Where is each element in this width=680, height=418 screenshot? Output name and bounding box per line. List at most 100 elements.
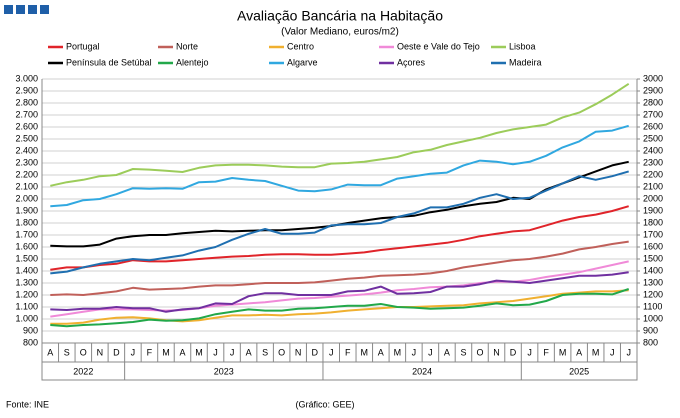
y2-tick-label: 2100 xyxy=(643,181,663,191)
y-tick-label: 1.100 xyxy=(15,301,38,311)
series-line xyxy=(50,124,629,208)
series-line xyxy=(50,205,629,271)
legend-label: Portugal xyxy=(66,41,100,51)
x-tick-label: J xyxy=(626,347,631,357)
y2-tick-label: 900 xyxy=(643,325,658,335)
credit: (Gráfico: GEE) xyxy=(295,399,354,409)
y2-tick-label: 2000 xyxy=(643,193,663,203)
x-tick-label: A xyxy=(378,347,384,357)
x-tick-label: M xyxy=(559,347,567,357)
y-tick-label: 1.700 xyxy=(15,229,38,239)
x-tick-label: A xyxy=(47,347,53,357)
y2-tick-label: 2500 xyxy=(643,133,663,143)
y-tick-label: 1.000 xyxy=(15,313,38,323)
x-tick-label: D xyxy=(311,347,318,357)
y-tick-label: 2.900 xyxy=(15,85,38,95)
y-tick-label: 3.000 xyxy=(15,73,38,83)
y-tick-label: 1.600 xyxy=(15,241,38,251)
series-line xyxy=(50,271,629,313)
y-tick-label: 2.000 xyxy=(15,193,38,203)
y-tick-label: 2.100 xyxy=(15,181,38,191)
x-tick-label: J xyxy=(428,347,433,357)
y2-tick-label: 2800 xyxy=(643,97,663,107)
x-tick-label: N xyxy=(493,347,500,357)
x-tick-label: M xyxy=(195,347,203,357)
y2-tick-label: 2400 xyxy=(643,145,663,155)
y-tick-label: 1.200 xyxy=(15,289,38,299)
x-tick-label: J xyxy=(230,347,235,357)
legend-label: Algarve xyxy=(287,57,318,67)
x-tick-label: J xyxy=(610,347,615,357)
y-tick-label: 1.800 xyxy=(15,217,38,227)
x-tick-label: J xyxy=(412,347,417,357)
x-tick-label: A xyxy=(576,347,582,357)
legend-label: Oeste e Vale do Tejo xyxy=(397,41,480,51)
x-tick-label: D xyxy=(113,347,120,357)
x-tick-label: J xyxy=(213,347,218,357)
y-tick-label: 2.600 xyxy=(15,121,38,131)
legend-label: Lisboa xyxy=(509,41,536,51)
y-tick-label: 2.300 xyxy=(15,157,38,167)
x-tick-label: S xyxy=(262,347,268,357)
series-line xyxy=(50,260,629,318)
x-tick-label: O xyxy=(476,347,483,357)
y2-tick-label: 1900 xyxy=(643,205,663,215)
x-tick-label: F xyxy=(147,347,153,357)
x-tick-label: M xyxy=(162,347,170,357)
y2-tick-label: 1800 xyxy=(643,217,663,227)
y-tick-label: 800 xyxy=(23,337,38,347)
x-tick-label: J xyxy=(131,347,136,357)
year-label: 2022 xyxy=(73,366,93,376)
y2-tick-label: 2600 xyxy=(643,121,663,131)
y-tick-label: 1.900 xyxy=(15,205,38,215)
series-line xyxy=(50,289,629,325)
y-tick-label: 1.300 xyxy=(15,277,38,287)
y-tick-label: 2.400 xyxy=(15,145,38,155)
y2-tick-label: 1300 xyxy=(643,277,663,287)
x-tick-label: S xyxy=(64,347,70,357)
x-tick-label: O xyxy=(278,347,285,357)
legend-label: Península de Setúbal xyxy=(66,57,152,67)
x-tick-label: F xyxy=(543,347,549,357)
y2-tick-label: 2200 xyxy=(643,169,663,179)
year-label: 2023 xyxy=(214,366,234,376)
legend-label: Centro xyxy=(287,41,314,51)
y2-tick-label: 1400 xyxy=(643,265,663,275)
series-line xyxy=(50,160,629,248)
y2-tick-label: 1600 xyxy=(643,241,663,251)
x-tick-label: N xyxy=(97,347,104,357)
y-tick-label: 2.200 xyxy=(15,169,38,179)
x-tick-label: A xyxy=(246,347,252,357)
series-line xyxy=(50,288,630,328)
legend-label: Madeira xyxy=(509,57,542,67)
x-tick-label: M xyxy=(592,347,600,357)
legend-label: Açores xyxy=(397,57,426,67)
source: Fonte: INE xyxy=(6,399,49,409)
legend-label: Alentejo xyxy=(176,57,209,67)
y-tick-label: 1.400 xyxy=(15,265,38,275)
x-tick-label: F xyxy=(345,347,351,357)
y2-tick-label: 1700 xyxy=(643,229,663,239)
legend-label: Norte xyxy=(176,41,198,51)
y-tick-label: 2.500 xyxy=(15,133,38,143)
x-tick-label: O xyxy=(80,347,87,357)
y2-tick-label: 2300 xyxy=(643,157,663,167)
x-tick-label: M xyxy=(394,347,402,357)
y-tick-label: 2.800 xyxy=(15,97,38,107)
y2-tick-label: 1000 xyxy=(643,313,663,323)
x-tick-label: A xyxy=(179,347,185,357)
year-label: 2024 xyxy=(412,366,432,376)
year-label: 2025 xyxy=(569,366,589,376)
x-tick-label: J xyxy=(329,347,334,357)
y2-tick-label: 800 xyxy=(643,337,658,347)
y-tick-label: 1.500 xyxy=(15,253,38,263)
x-tick-label: A xyxy=(444,347,450,357)
y-tick-label: 900 xyxy=(23,325,38,335)
y2-tick-label: 1100 xyxy=(643,301,662,311)
y2-tick-label: 2700 xyxy=(643,109,663,119)
series-line xyxy=(50,240,629,296)
y2-tick-label: 1200 xyxy=(643,289,663,299)
chart-subtitle: (Valor Mediano, euros/m2) xyxy=(281,27,399,38)
y-tick-label: 2.700 xyxy=(15,109,38,119)
